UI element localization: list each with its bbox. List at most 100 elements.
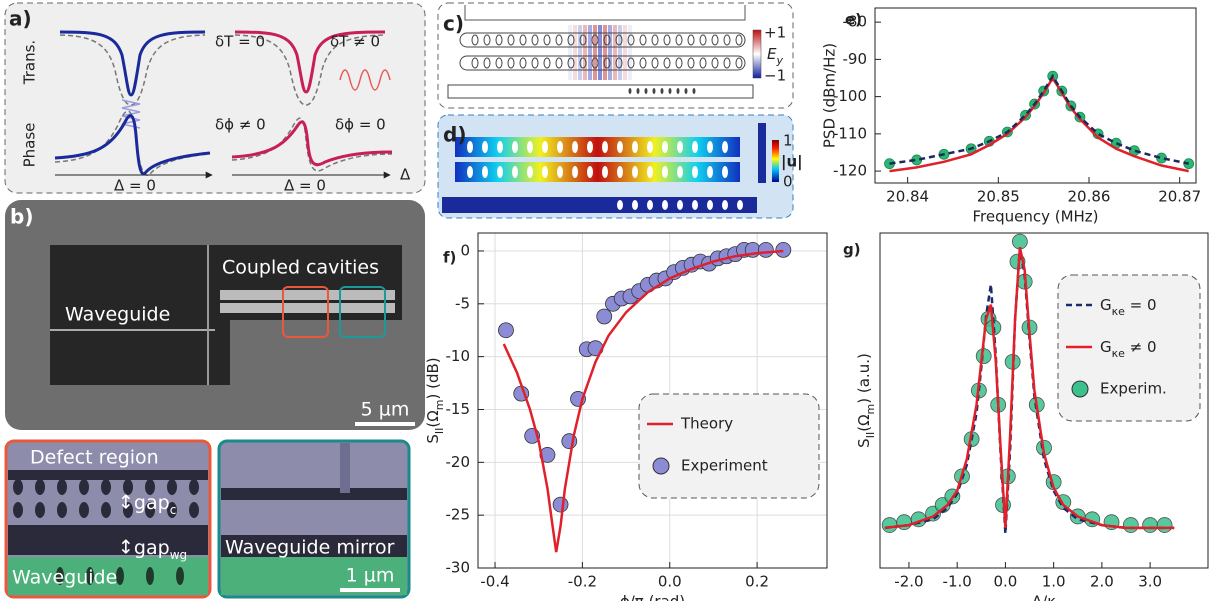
y-tick-label: -90 <box>843 50 868 68</box>
hole <box>512 166 518 178</box>
legend-label: Experiment <box>681 457 768 475</box>
hole <box>722 200 728 210</box>
sem-beam <box>220 303 395 313</box>
y-axis-label: m <box>864 404 877 415</box>
hole <box>527 166 533 178</box>
x-axis-label: ϕ/π (rad) <box>620 593 685 601</box>
data-point <box>498 323 513 338</box>
annotation: δT = 0 <box>215 33 265 51</box>
x-tick-label: -0.2 <box>568 573 597 591</box>
y-axis-label: ) (dB) <box>424 357 442 399</box>
data-point <box>553 497 568 512</box>
hole <box>13 479 23 495</box>
y-axis-label: (Ω <box>424 410 442 427</box>
hole <box>677 141 683 153</box>
data-point <box>1157 518 1172 533</box>
hole <box>79 502 89 518</box>
hole <box>35 479 45 495</box>
x-tick-label: 20.87 <box>1158 188 1201 206</box>
hole <box>647 200 653 210</box>
legend-label: = 0 <box>1125 296 1157 314</box>
y-axis-label: SII(Ωm) (a.u.) <box>855 353 877 448</box>
zoom-gap <box>8 470 208 480</box>
hole <box>707 166 713 178</box>
data-point <box>758 242 773 257</box>
annotation: δT ≠ 0 <box>330 33 380 51</box>
hole <box>467 166 473 178</box>
data-point <box>1012 234 1027 249</box>
panel-label: a) <box>9 7 32 31</box>
colorbar <box>772 140 779 182</box>
hole <box>35 502 45 518</box>
hole <box>101 479 111 495</box>
chart: f)-0.4-0.20.00.20-5-10-15-20-25-30ϕ/π (r… <box>424 233 828 601</box>
hole <box>693 88 696 94</box>
hole <box>692 200 698 210</box>
x-tick-label: -2.0 <box>894 573 923 591</box>
y-tick-label: -25 <box>446 506 471 524</box>
panel-d: d) 1 |u| 0 <box>438 115 803 218</box>
sem-beam <box>220 290 395 300</box>
hole <box>176 567 184 585</box>
sem-slab <box>230 320 402 385</box>
data-point <box>597 309 612 324</box>
hole <box>629 88 632 94</box>
plot-frame <box>875 8 1196 183</box>
legend-label: Theory <box>680 415 733 433</box>
scale-bar <box>355 422 415 426</box>
hole <box>189 479 199 495</box>
y-axis-label: ) (a.u.) <box>855 353 873 404</box>
legend-label: κe <box>1112 305 1125 318</box>
annotation: wg <box>170 548 187 562</box>
annotation: Δ = 0 <box>114 177 156 195</box>
hole <box>669 88 672 94</box>
hole <box>557 166 563 178</box>
series <box>885 71 1194 171</box>
y-tick-label: -15 <box>446 400 471 418</box>
axis-label: Δ <box>400 166 411 184</box>
y-tick-label: -80 <box>843 13 868 31</box>
colorbar-label: y <box>775 54 783 67</box>
legend-label: G <box>1100 296 1112 314</box>
data-point <box>776 242 791 257</box>
chart: g)-2.0-1.00.01.02.03.0Δ/κSII(Ωm) (a.u.)G… <box>843 233 1208 601</box>
hole <box>482 166 488 178</box>
y-tick-label: -5 <box>455 294 470 312</box>
annotation: Waveguide <box>65 304 170 326</box>
hole <box>602 141 608 153</box>
hole <box>527 141 533 153</box>
mode-tether <box>758 123 766 183</box>
y-tick-label: 0 <box>460 241 470 259</box>
y-tick-label: -10 <box>446 347 471 365</box>
panel-c: c) +1 Ey −1 <box>438 3 793 108</box>
x-tick-label: 20.85 <box>977 188 1020 206</box>
x-tick-label: 0.0 <box>658 573 682 591</box>
x-tick-label: 2.0 <box>1090 573 1114 591</box>
hole <box>722 141 728 153</box>
annotation: Defect region <box>30 447 159 469</box>
hole <box>497 166 503 178</box>
annotation: Waveguide <box>12 567 117 589</box>
annotation: δϕ ≠ 0 <box>215 116 266 134</box>
hole <box>685 88 688 94</box>
hole <box>692 166 698 178</box>
hole <box>189 502 199 518</box>
colorbar-label: 1 <box>783 132 793 150</box>
colorbar-label: +1 <box>764 24 786 42</box>
y-axis-label: SII(Ωm) (dB) <box>424 357 446 443</box>
x-tick-label: 3.0 <box>1138 573 1162 591</box>
annotation: δϕ = 0 <box>335 116 386 134</box>
hole <box>57 479 67 495</box>
x-tick-label: 0.2 <box>745 573 769 591</box>
annotation: Δ = 0 <box>284 177 326 195</box>
hole <box>632 166 638 178</box>
scale-label: 5 µm <box>361 399 410 421</box>
scale-bar <box>340 588 400 592</box>
hole <box>572 166 578 178</box>
y-axis-label: m <box>433 400 446 411</box>
colorbar-label: −1 <box>764 67 786 85</box>
y-axis-label: (Ω <box>855 414 873 431</box>
hole <box>572 141 578 153</box>
x-tick-label: 20.86 <box>1068 188 1111 206</box>
hole <box>692 141 698 153</box>
